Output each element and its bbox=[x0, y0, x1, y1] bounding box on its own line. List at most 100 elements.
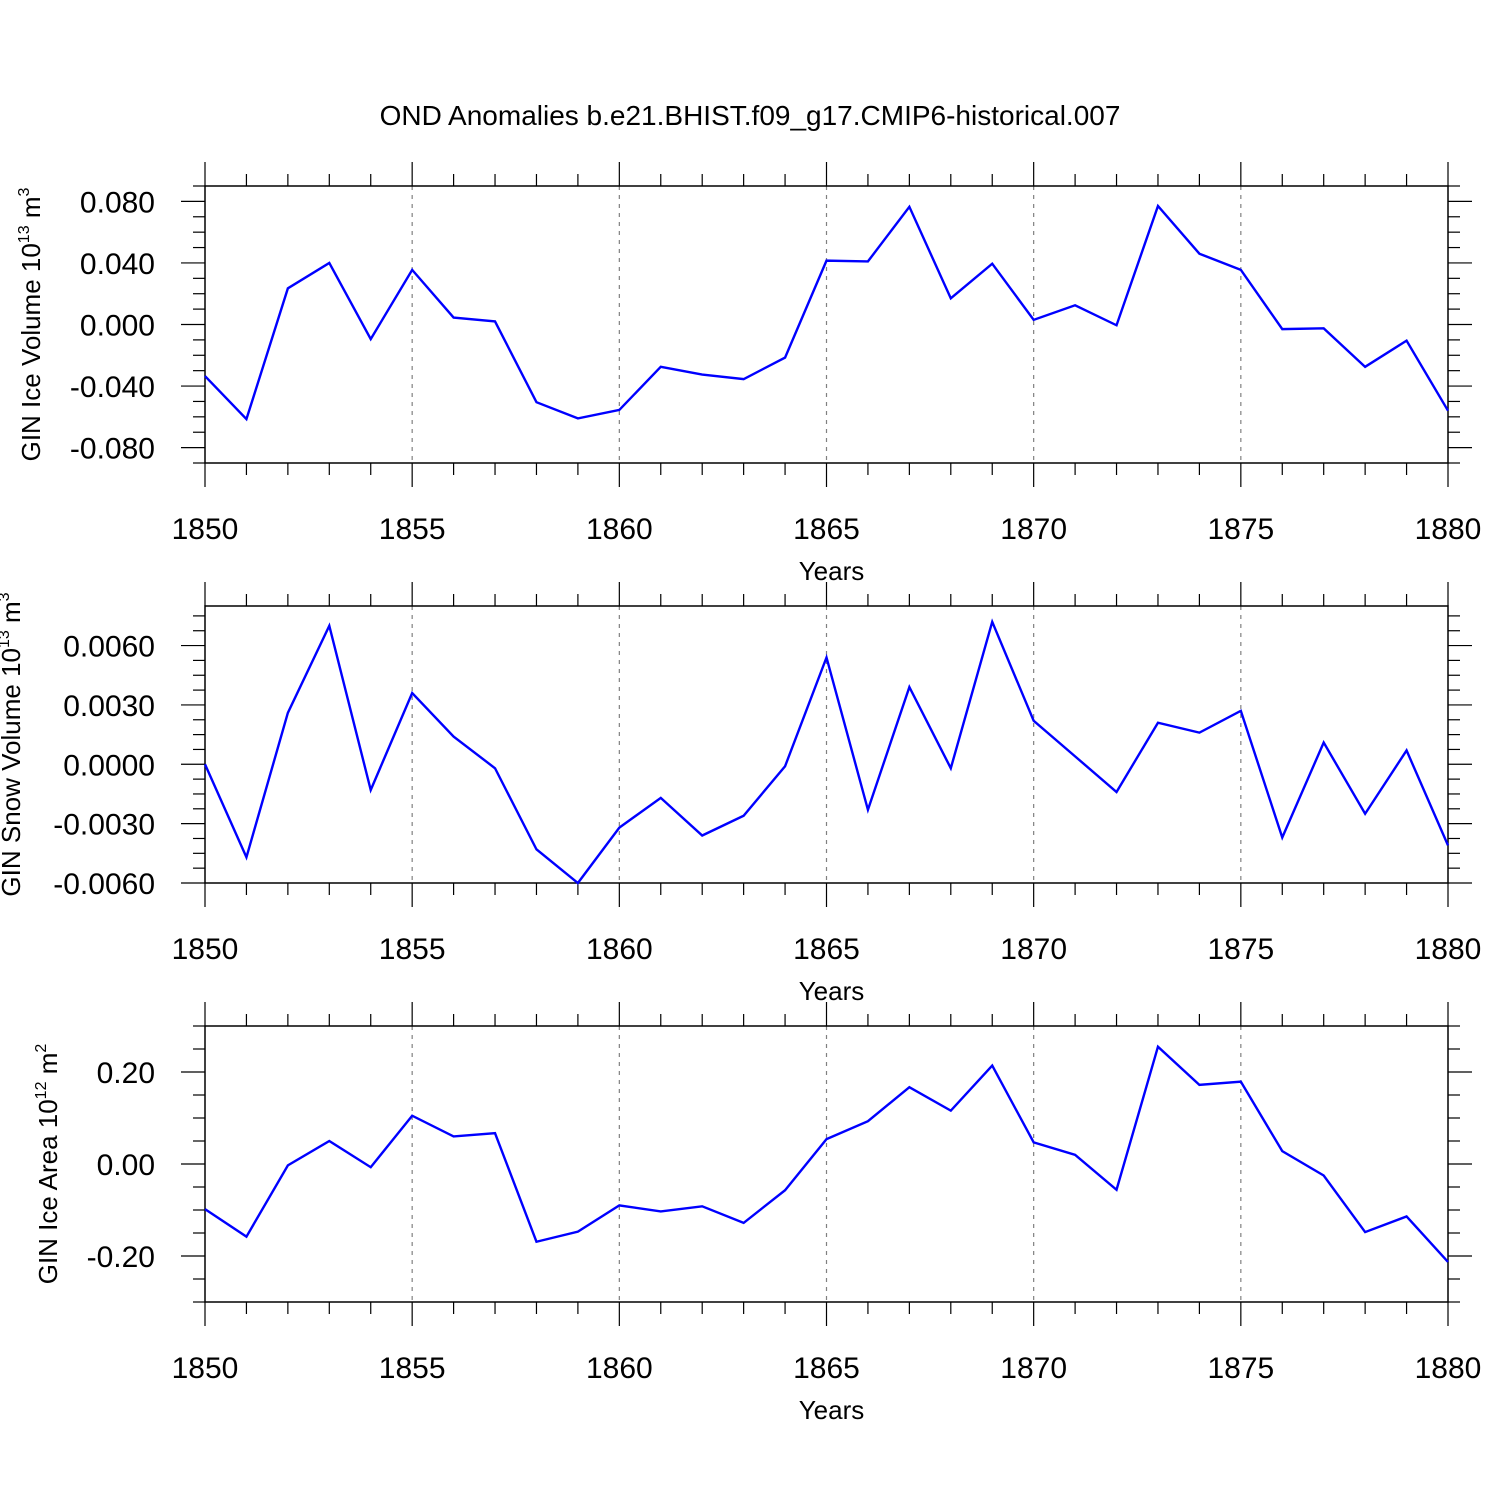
chart-panels: -0.080 -0.040 0.000 0.040 0.080 1850 1855 1860 1… bbox=[0, 162, 1481, 1425]
data-point bbox=[990, 261, 995, 266]
data-point bbox=[1280, 327, 1285, 332]
series-line bbox=[204, 203, 1450, 422]
data-point bbox=[534, 847, 539, 852]
y-axis-label: GIN Ice Area 1012 m2 bbox=[33, 1044, 63, 1285]
data-point bbox=[1280, 1149, 1285, 1154]
data-point bbox=[203, 374, 208, 379]
data-point bbox=[783, 1188, 788, 1193]
data-point bbox=[658, 1209, 663, 1214]
data-point bbox=[410, 691, 415, 696]
y-tick-label: 0.0030 bbox=[63, 690, 155, 723]
x-tick-label: 1865 bbox=[793, 1352, 860, 1385]
data-point bbox=[990, 1063, 995, 1068]
y-tick-label: 0.080 bbox=[80, 186, 155, 219]
data-point bbox=[783, 764, 788, 769]
data-point bbox=[493, 1131, 498, 1136]
data-point bbox=[1197, 251, 1202, 256]
data-point bbox=[410, 267, 415, 272]
data-point bbox=[1073, 1152, 1078, 1157]
x-tick-label: 1855 bbox=[379, 1352, 446, 1385]
data-point bbox=[617, 1203, 622, 1208]
y-axis-label: GIN Ice Volume 1013 m3 bbox=[16, 187, 46, 461]
y-tick-label: 0.0000 bbox=[63, 749, 155, 782]
data-point bbox=[1238, 267, 1243, 272]
data-point bbox=[1404, 1214, 1409, 1219]
x-tick-label: 1875 bbox=[1207, 1352, 1274, 1385]
y-axis-label-superscript: 12 bbox=[33, 1081, 50, 1099]
data-point bbox=[285, 710, 290, 715]
data-point bbox=[244, 855, 249, 860]
x-tick-label: 1870 bbox=[1000, 1352, 1067, 1385]
data-point bbox=[865, 259, 870, 264]
data-point bbox=[1031, 718, 1036, 723]
data-point bbox=[617, 407, 622, 412]
data-point bbox=[824, 258, 829, 263]
data-point bbox=[1446, 408, 1451, 413]
data-point bbox=[824, 655, 829, 660]
data-point bbox=[451, 315, 456, 320]
data-point bbox=[285, 1163, 290, 1168]
x-tick-label: 1850 bbox=[172, 513, 239, 546]
data-point bbox=[1363, 364, 1368, 369]
x-axis-label: Years bbox=[799, 976, 865, 1006]
y-axis-label-part: GIN Snow Volume 10 bbox=[0, 648, 26, 897]
x-tick-label: 1880 bbox=[1415, 1352, 1482, 1385]
data-point bbox=[203, 762, 208, 767]
data-point bbox=[824, 1137, 829, 1142]
data-point bbox=[1446, 1259, 1451, 1264]
data-point bbox=[285, 286, 290, 291]
data-point bbox=[907, 1085, 912, 1090]
x-tick-label: 1860 bbox=[586, 513, 653, 546]
x-tick-label: 1870 bbox=[1000, 933, 1067, 966]
data-point bbox=[741, 813, 746, 818]
x-tick-label: 1860 bbox=[586, 933, 653, 966]
x-tick-label: 1875 bbox=[1207, 933, 1274, 966]
data-point bbox=[865, 807, 870, 812]
figure-title: OND Anomalies b.e21.BHIST.f09_g17.CMIP6-… bbox=[380, 100, 1121, 131]
data-point bbox=[1404, 748, 1409, 753]
x-axis-label: Years bbox=[799, 556, 865, 586]
data-point bbox=[327, 1139, 332, 1144]
y-axis-label-superscript: 13 bbox=[16, 225, 33, 243]
data-point bbox=[575, 416, 580, 421]
chart-ice-volume: -0.080 -0.040 0.000 0.040 0.080 1850 1855 1860 1… bbox=[16, 162, 1481, 586]
data-point bbox=[368, 1165, 373, 1170]
x-tick-label: 1870 bbox=[1000, 513, 1067, 546]
y-tick-label: 0.20 bbox=[97, 1057, 155, 1090]
data-point bbox=[1073, 303, 1078, 308]
chart-ice-area: -0.20 0.00 0.20 1850 1855 1860 1865 1870 1875 188… bbox=[33, 1002, 1481, 1425]
data-point bbox=[1031, 1140, 1036, 1145]
y-tick-label: -0.0060 bbox=[53, 868, 155, 901]
data-point bbox=[493, 766, 498, 771]
data-point bbox=[700, 833, 705, 838]
data-point bbox=[700, 1204, 705, 1209]
x-tick-label: 1880 bbox=[1415, 933, 1482, 966]
data-point bbox=[617, 825, 622, 830]
data-point bbox=[1321, 326, 1326, 331]
data-point bbox=[783, 355, 788, 360]
data-point bbox=[410, 1113, 415, 1118]
data-point bbox=[1155, 204, 1160, 209]
data-point bbox=[658, 364, 663, 369]
data-point bbox=[1114, 1187, 1119, 1192]
x-tick-label: 1865 bbox=[793, 933, 860, 966]
data-point bbox=[990, 619, 995, 624]
data-point bbox=[658, 795, 663, 800]
data-point bbox=[575, 1229, 580, 1234]
y-tick-label: -0.080 bbox=[70, 433, 155, 466]
data-point bbox=[1197, 730, 1202, 735]
data-point bbox=[451, 734, 456, 739]
x-tick-label: 1855 bbox=[379, 933, 446, 966]
data-point bbox=[244, 417, 249, 422]
x-tick-label: 1875 bbox=[1207, 513, 1274, 546]
y-axis-label-part: GIN Ice Area 10 bbox=[33, 1099, 63, 1284]
x-tick-label: 1850 bbox=[172, 1352, 239, 1385]
x-tick-label: 1865 bbox=[793, 513, 860, 546]
data-point bbox=[741, 377, 746, 382]
data-point bbox=[907, 685, 912, 690]
y-axis-label-superscript: 3 bbox=[16, 187, 33, 196]
x-tick-label: 1880 bbox=[1415, 513, 1482, 546]
y-tick-label: 0.000 bbox=[80, 310, 155, 343]
data-point bbox=[327, 260, 332, 265]
